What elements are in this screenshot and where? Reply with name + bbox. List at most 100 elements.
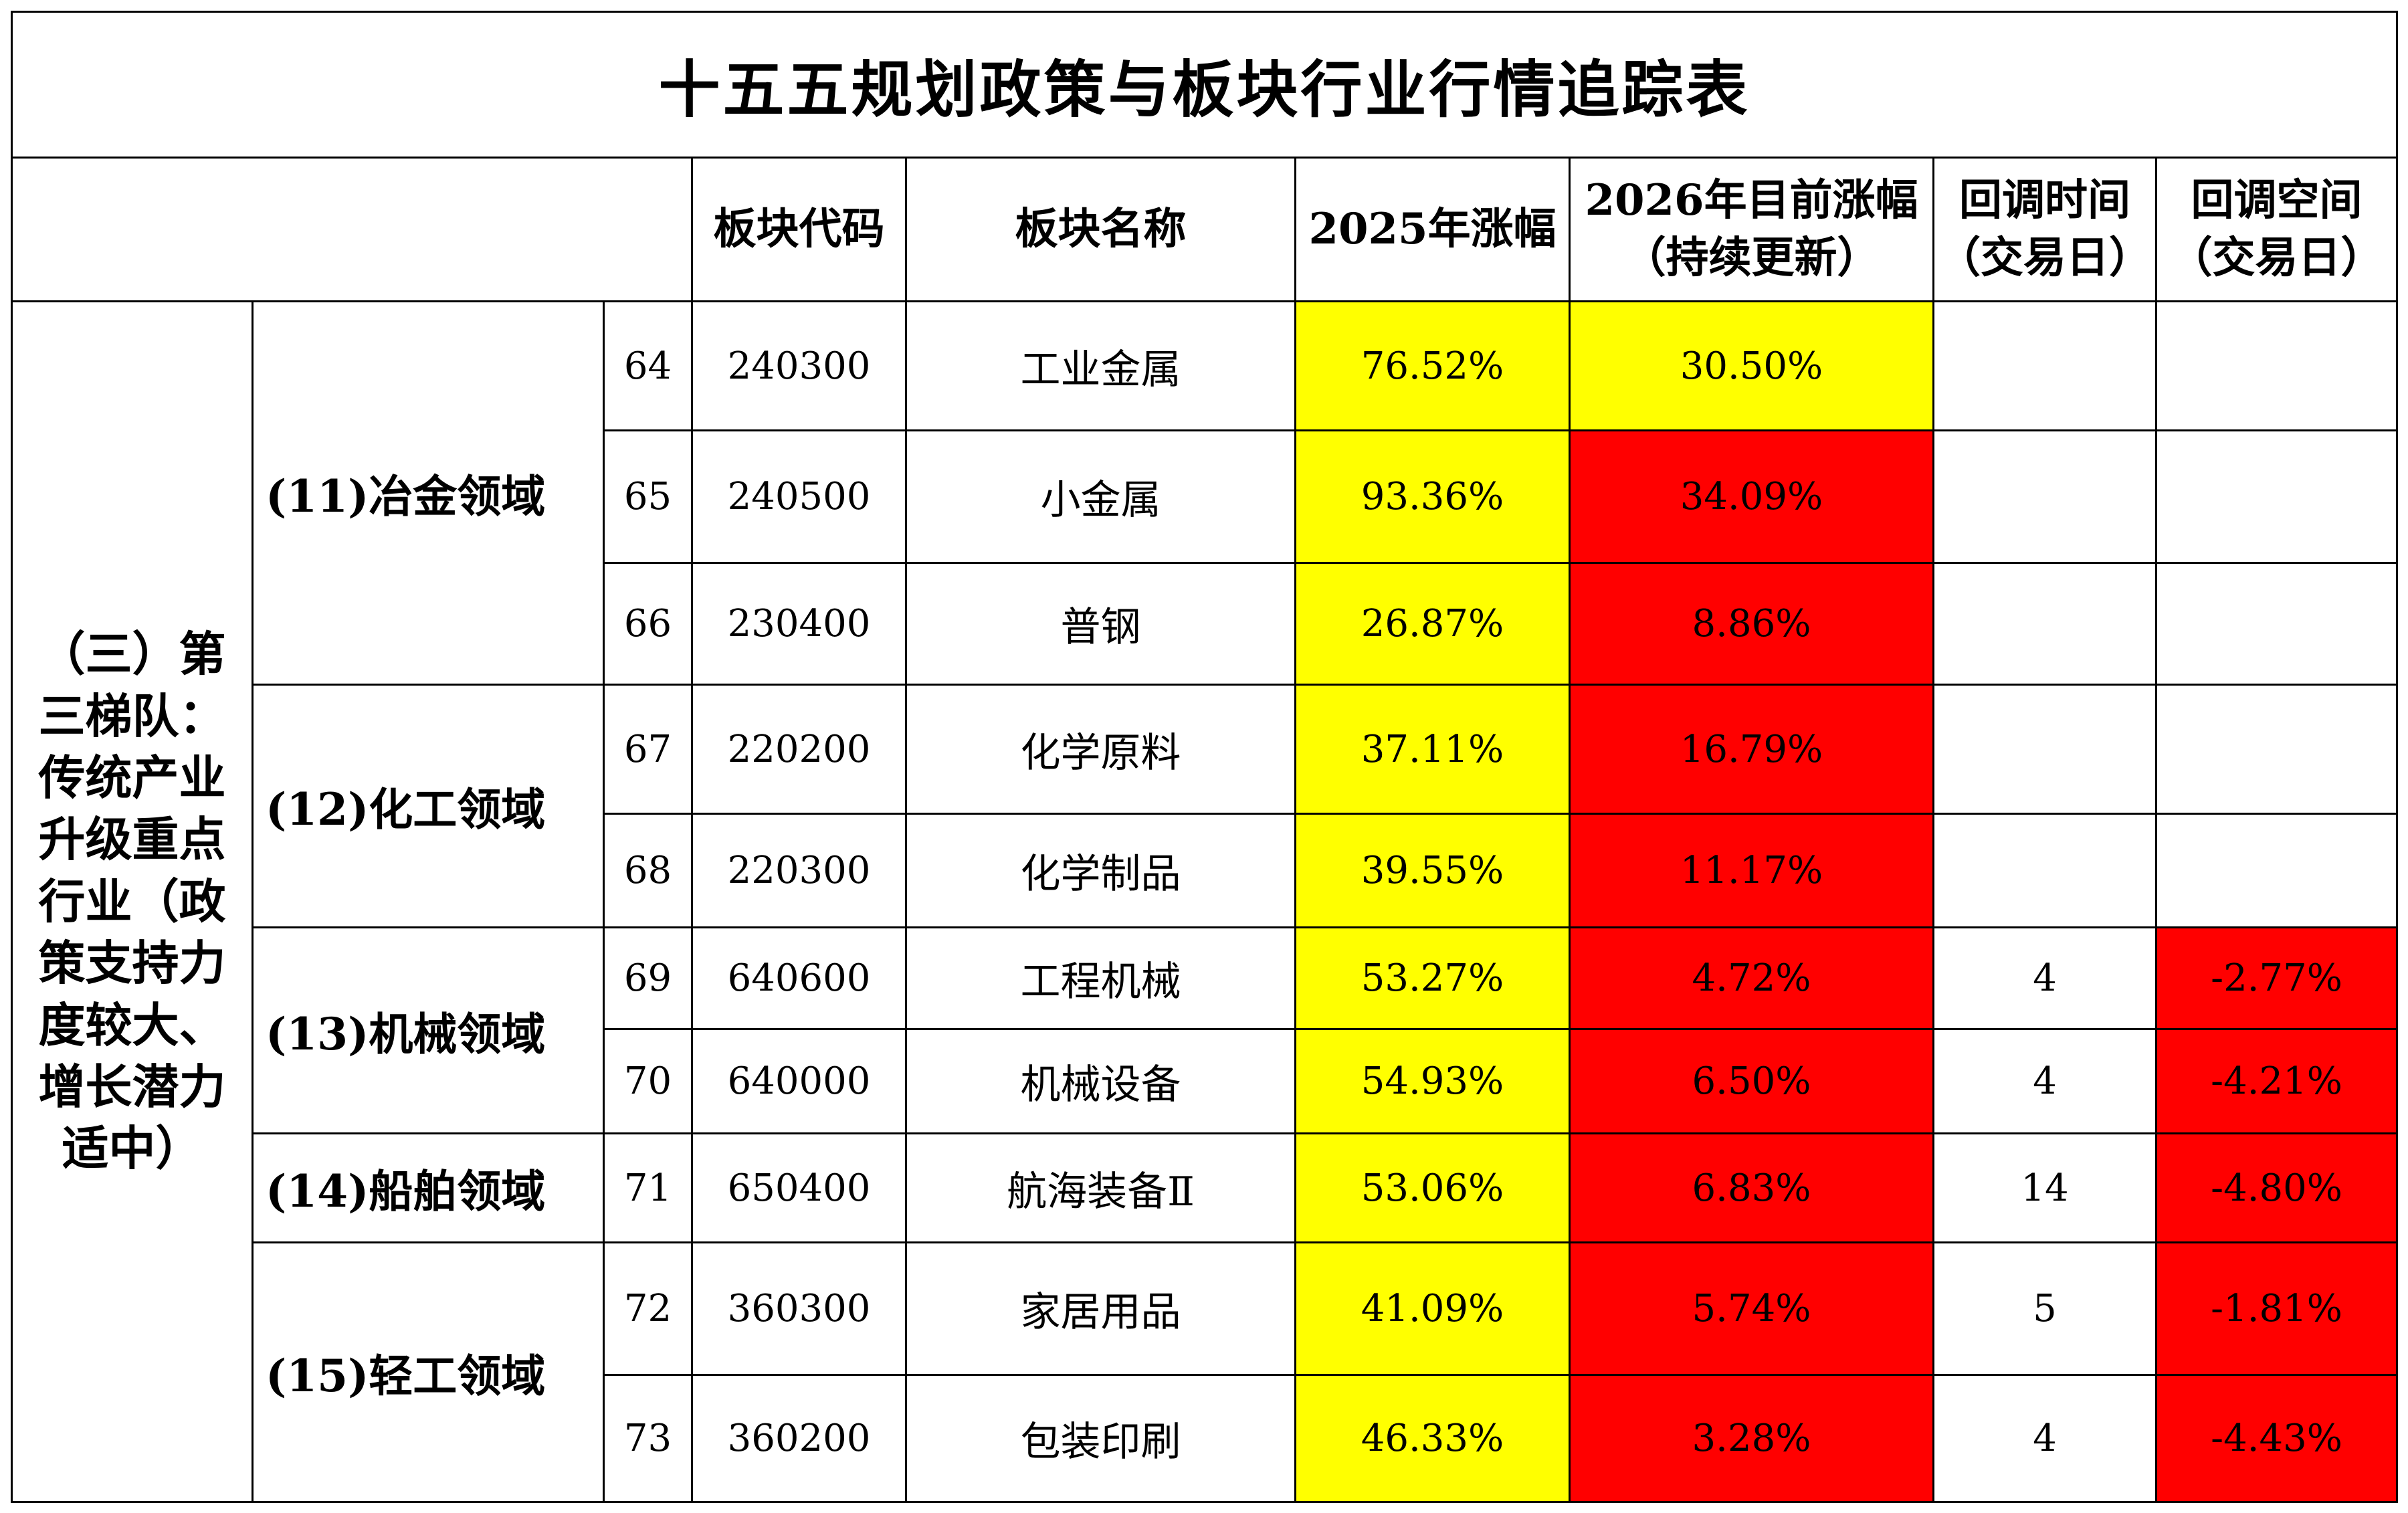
row-gain-2026: 3.28% bbox=[1569, 1374, 1934, 1503]
header-blank bbox=[11, 157, 693, 302]
domain-light-industry: (15)轻工领域 bbox=[252, 1241, 605, 1503]
header-gain-2025: 2025年涨幅 bbox=[1294, 157, 1571, 302]
table-row: (15)轻工领域 72 360300 家居用品 41.09% 5.74% 5 -… bbox=[12, 1241, 2399, 1503]
row-code: 360200 bbox=[691, 1374, 907, 1503]
header-pullback-space-line2: （交易日） bbox=[2169, 233, 2384, 283]
row-index: 71 bbox=[603, 1132, 693, 1243]
table-row: 68 220300 化学制品 39.55% 11.17% bbox=[12, 813, 2399, 928]
row-code: 220200 bbox=[691, 684, 907, 815]
row-index: 68 bbox=[603, 813, 693, 928]
row-index: 66 bbox=[603, 562, 693, 686]
row-pullback-space bbox=[2154, 429, 2399, 564]
row-pullback-space: -4.43% bbox=[2154, 1374, 2399, 1503]
header-pullback-space-line1: 回调空间 bbox=[2191, 175, 2363, 225]
row-code: 240500 bbox=[691, 429, 907, 564]
row-index: 69 bbox=[603, 926, 693, 1030]
table-row: 73 360200 包装印刷 46.33% 3.28% 4 -4.43% bbox=[12, 1374, 2399, 1503]
row-gain-2025: 39.55% bbox=[1294, 813, 1571, 928]
row-gain-2026: 4.72% bbox=[1569, 926, 1934, 1030]
row-index: 64 bbox=[603, 300, 693, 431]
table-title: 十五五规划政策与板块行业行情追踪表 bbox=[10, 11, 2399, 159]
row-index: 65 bbox=[603, 429, 693, 564]
table-row: 65 240500 小金属 93.36% 34.09% bbox=[12, 429, 2399, 564]
row-index: 67 bbox=[603, 684, 693, 815]
row-pullback-space bbox=[2154, 684, 2399, 815]
row-gain-2026: 6.83% bbox=[1569, 1132, 1934, 1243]
row-name: 机械设备 bbox=[905, 1028, 1296, 1134]
row-gain-2026: 16.79% bbox=[1569, 684, 1934, 815]
header-pullback-space: 回调空间 （交易日） bbox=[2154, 157, 2399, 302]
row-gain-2026: 8.86% bbox=[1569, 562, 1934, 686]
row-pullback-time: 4 bbox=[1932, 1028, 2157, 1134]
row-index: 73 bbox=[603, 1374, 693, 1503]
row-name: 小金属 bbox=[905, 429, 1296, 564]
header-gain-2026-line2: （持续更新） bbox=[1623, 233, 1880, 283]
row-gain-2026: 6.50% bbox=[1569, 1028, 1934, 1134]
row-name: 普钢 bbox=[905, 562, 1296, 686]
row-gain-2026: 5.74% bbox=[1569, 1241, 1934, 1376]
domain-shipbuilding: (14)船舶领域 bbox=[252, 1132, 605, 1243]
row-pullback-space bbox=[2154, 562, 2399, 686]
table-row: (12)化工领域 67 220200 化学原料 37.11% 16.79% bbox=[12, 684, 2399, 928]
row-code: 650400 bbox=[691, 1132, 907, 1243]
row-name: 包装印刷 bbox=[905, 1374, 1296, 1503]
row-pullback-time bbox=[1932, 300, 2157, 431]
table-row: （三）第三梯队：传统产业升级重点行业（政策支持力度较大、增长潜力适中） (11)… bbox=[11, 300, 2399, 1503]
table-row: 66 230400 普钢 26.87% 8.86% bbox=[12, 562, 2399, 686]
row-pullback-space: -1.81% bbox=[2154, 1241, 2399, 1376]
row-pullback-time: 4 bbox=[1932, 1374, 2157, 1503]
row-pullback-space bbox=[2154, 300, 2399, 431]
row-gain-2025: 46.33% bbox=[1294, 1374, 1571, 1503]
title-row: 十五五规划政策与板块行业行情追踪表 bbox=[10, 11, 2399, 159]
row-code: 220300 bbox=[691, 813, 907, 928]
tracker-sheet: 十五五规划政策与板块行业行情追踪表 板块代码 板块名称 2025年涨幅 2026… bbox=[10, 11, 2399, 1503]
row-code: 360300 bbox=[691, 1241, 907, 1376]
row-name: 化学原料 bbox=[905, 684, 1296, 815]
row-gain-2026: 34.09% bbox=[1569, 429, 1934, 564]
row-gain-2025: 53.06% bbox=[1294, 1132, 1571, 1243]
row-index: 70 bbox=[603, 1028, 693, 1134]
row-name: 化学制品 bbox=[905, 813, 1296, 928]
row-name: 工程机械 bbox=[905, 926, 1296, 1030]
row-pullback-space: -4.80% bbox=[2154, 1132, 2399, 1243]
header-gain-2026: 2026年目前涨幅 （持续更新） bbox=[1569, 157, 1934, 302]
row-gain-2025: 93.36% bbox=[1294, 429, 1571, 564]
row-name: 家居用品 bbox=[905, 1241, 1296, 1376]
row-pullback-space bbox=[2154, 813, 2399, 928]
tracker-table: 十五五规划政策与板块行业行情追踪表 板块代码 板块名称 2025年涨幅 2026… bbox=[10, 11, 2399, 1503]
header-pullback-time: 回调时间 （交易日） bbox=[1932, 157, 2157, 302]
row-gain-2025: 37.11% bbox=[1294, 684, 1571, 815]
header-name: 板块名称 bbox=[905, 157, 1296, 302]
row-gain-2025: 41.09% bbox=[1294, 1241, 1571, 1376]
row-pullback-time: 4 bbox=[1932, 926, 2157, 1030]
row-code: 640600 bbox=[691, 926, 907, 1030]
table-row: (13)机械领域 69 640600 工程机械 53.27% 4.72% 4 -… bbox=[12, 926, 2399, 1134]
header-pullback-time-line1: 回调时间 bbox=[1959, 175, 2130, 225]
row-index: 72 bbox=[603, 1241, 693, 1376]
table-row: (14)船舶领域 71 650400 航海装备Ⅱ 53.06% 6.83% 14… bbox=[12, 1132, 2399, 1243]
row-name: 工业金属 bbox=[905, 300, 1296, 431]
row-gain-2025: 76.52% bbox=[1294, 300, 1571, 431]
domain-metallurgy: (11)冶金领域 bbox=[252, 300, 605, 686]
row-code: 240300 bbox=[691, 300, 907, 431]
row-pullback-time: 14 bbox=[1932, 1132, 2157, 1243]
header-code: 板块代码 bbox=[691, 157, 907, 302]
row-pullback-time: 5 bbox=[1932, 1241, 2157, 1376]
row-pullback-time bbox=[1932, 684, 2157, 815]
row-pullback-time bbox=[1932, 813, 2157, 928]
tier-label: （三）第三梯队：传统产业升级重点行业（政策支持力度较大、增长潜力适中） bbox=[11, 300, 254, 1503]
row-gain-2025: 54.93% bbox=[1294, 1028, 1571, 1134]
header-gain-2026-line1: 2026年目前涨幅 bbox=[1585, 175, 1918, 225]
domain-chemical: (12)化工领域 bbox=[252, 684, 605, 928]
row-pullback-space: -2.77% bbox=[2154, 926, 2399, 1030]
table-row: 70 640000 机械设备 54.93% 6.50% 4 -4.21% bbox=[12, 1028, 2399, 1134]
header-pullback-time-line2: （交易日） bbox=[1938, 233, 2152, 283]
header-row: 板块代码 板块名称 2025年涨幅 2026年目前涨幅 （持续更新） 回调时间 … bbox=[11, 157, 2399, 302]
row-code: 230400 bbox=[691, 562, 907, 686]
row-gain-2025: 26.87% bbox=[1294, 562, 1571, 686]
row-pullback-time bbox=[1932, 429, 2157, 564]
row-gain-2026: 30.50% bbox=[1569, 300, 1934, 431]
row-code: 640000 bbox=[691, 1028, 907, 1134]
domain-machinery: (13)机械领域 bbox=[252, 926, 605, 1134]
row-pullback-space: -4.21% bbox=[2154, 1028, 2399, 1134]
